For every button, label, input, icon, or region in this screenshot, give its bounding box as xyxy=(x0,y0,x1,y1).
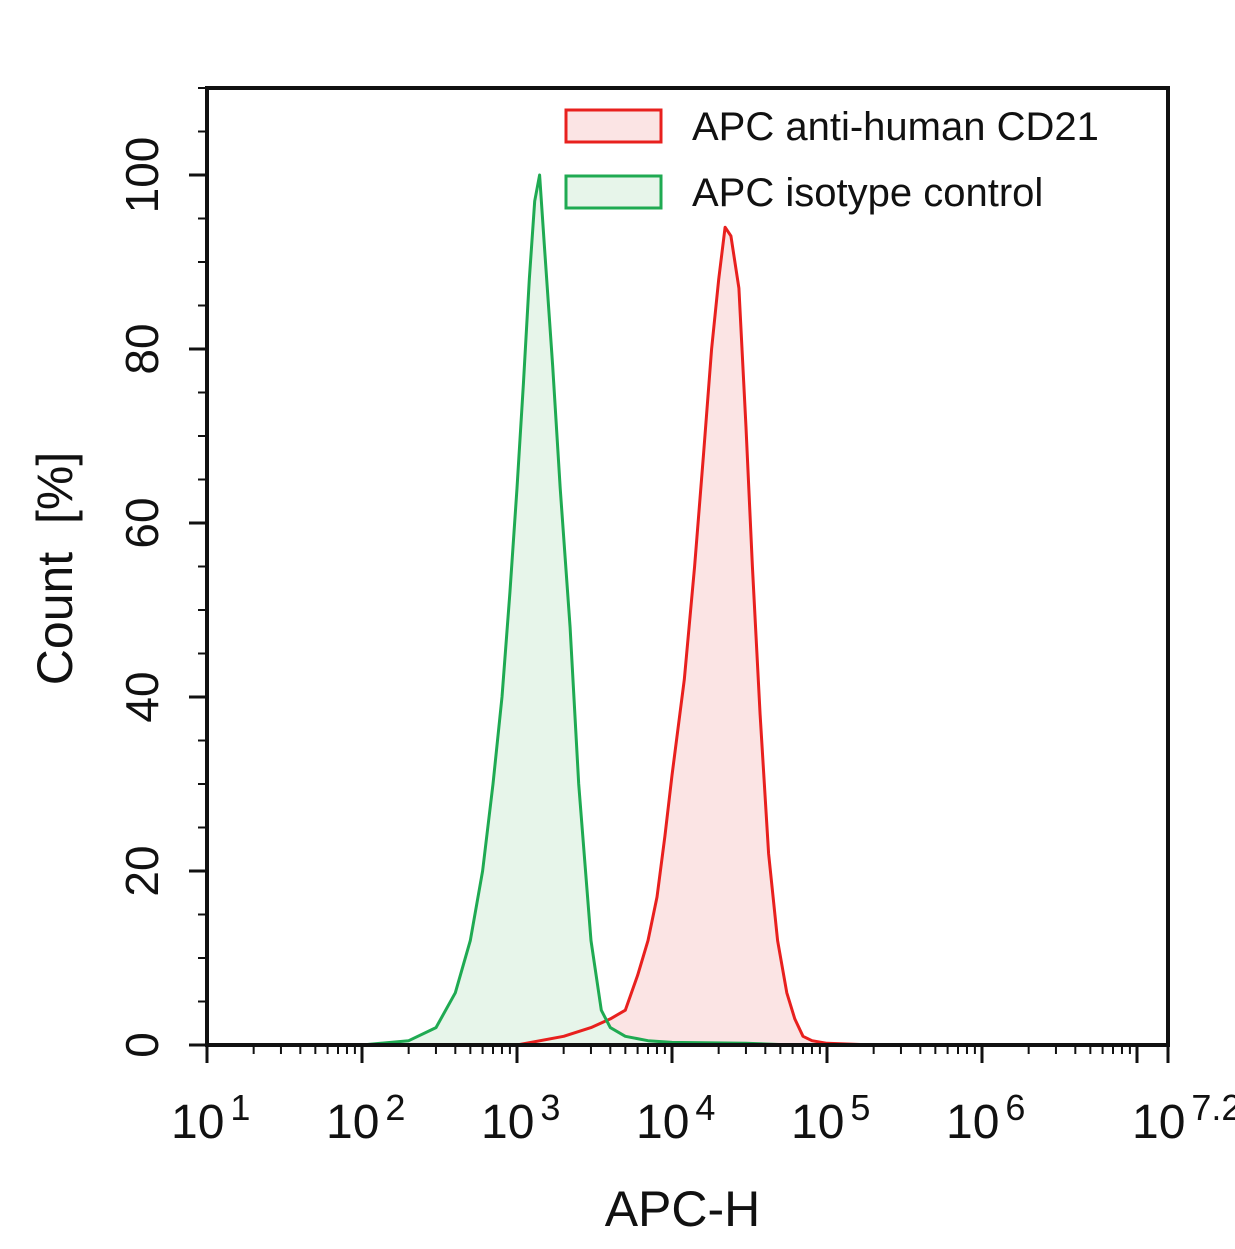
legend-swatch-1 xyxy=(564,108,663,144)
legend-swatch-2 xyxy=(564,174,663,210)
x-tick-label: 10 5 xyxy=(791,1087,870,1149)
series-line-1 xyxy=(516,225,874,1047)
x-tick-exponent: 2 xyxy=(385,1087,405,1128)
x-tick-exponent: 6 xyxy=(1005,1087,1025,1128)
y-tick-label: 0 xyxy=(116,1032,168,1058)
x-tick-exponent: 3 xyxy=(540,1087,560,1128)
legend: APC anti-human CD21 APC isotype control xyxy=(564,105,1099,215)
legend-label-1: APC anti-human CD21 xyxy=(692,105,1099,149)
x-axis: 10 1 10 2 10 3 10 4 10 5 10 6 10 7.2 xyxy=(171,1045,1235,1149)
y-axis-title: Count [%] xyxy=(27,452,83,685)
series-lines xyxy=(361,173,874,1047)
x-tick-label: 10 2 xyxy=(326,1087,405,1149)
x-tick-base: 10 xyxy=(791,1096,844,1149)
x-tick-label: 10 7.2 xyxy=(1132,1087,1235,1149)
y-tick-label: 40 xyxy=(116,671,168,722)
y-axis: 0 20 40 60 80 100 xyxy=(116,87,207,1058)
x-tick-exponent: 5 xyxy=(850,1087,870,1128)
series-line-2 xyxy=(361,173,793,1047)
y-tick-label: 20 xyxy=(116,845,168,896)
x-tick-label: 10 6 xyxy=(946,1087,1025,1149)
y-tick-label: 100 xyxy=(116,137,168,214)
x-tick-exponent: 1 xyxy=(230,1087,250,1128)
series-fills xyxy=(362,175,874,1045)
x-tick-label: 10 3 xyxy=(481,1087,560,1149)
series-area-2 xyxy=(362,175,793,1045)
x-tick-label: 10 4 xyxy=(636,1087,715,1149)
series-area-1 xyxy=(517,227,874,1045)
x-tick-base: 10 xyxy=(171,1096,224,1149)
legend-label-2: APC isotype control xyxy=(692,171,1043,215)
x-tick-base: 10 xyxy=(326,1096,379,1149)
x-tick-base: 10 xyxy=(636,1096,689,1149)
y-tick-label: 60 xyxy=(116,497,168,548)
x-tick-base: 10 xyxy=(1132,1096,1185,1149)
x-tick-label: 10 1 xyxy=(171,1087,250,1149)
x-tick-exponent: 7.2 xyxy=(1191,1087,1235,1128)
x-tick-base: 10 xyxy=(946,1096,999,1149)
x-tick-exponent: 4 xyxy=(695,1087,715,1128)
y-tick-label: 80 xyxy=(116,323,168,374)
x-tick-base: 10 xyxy=(481,1096,534,1149)
x-axis-title: APC-H xyxy=(605,1181,761,1237)
